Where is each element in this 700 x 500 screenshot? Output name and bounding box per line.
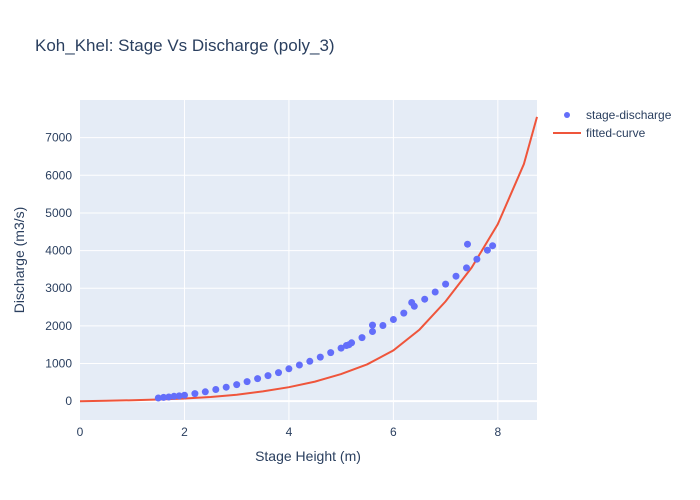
x-tick-label: 6 (390, 425, 397, 439)
data-point (464, 240, 471, 248)
data-point (327, 349, 335, 357)
plot-background (80, 100, 537, 420)
stage-discharge-points (154, 240, 497, 402)
data-point (254, 375, 262, 383)
data-point (175, 392, 183, 400)
data-point (295, 361, 303, 369)
data-point (483, 246, 491, 254)
data-point (165, 393, 173, 401)
data-point (337, 344, 345, 352)
data-point (233, 381, 241, 389)
x-axis-ticks: 0 2 4 6 8 (77, 425, 502, 439)
data-point (170, 392, 178, 400)
data-point (181, 391, 188, 399)
data-point (306, 357, 314, 365)
data-point (379, 322, 387, 329)
data-point (191, 390, 199, 398)
legend-label-fitted-curve: fitted-curve (586, 126, 646, 140)
y-axis-ticks: 0 1000 2000 3000 4000 5000 6000 7000 (45, 131, 72, 409)
data-point (345, 341, 353, 349)
y-tick-label: 4000 (45, 244, 72, 258)
data-point (369, 321, 376, 329)
data-point (154, 394, 162, 402)
data-point (285, 365, 293, 373)
data-point (222, 383, 230, 391)
data-point (452, 272, 460, 280)
legend-item-fitted-curve[interactable]: fitted-curve (553, 126, 646, 140)
y-tick-label: 1000 (45, 357, 72, 371)
x-tick-label: 4 (286, 425, 293, 439)
data-point (389, 316, 397, 323)
data-point (243, 378, 251, 386)
data-point (264, 372, 272, 380)
legend[interactable]: stage-discharge fitted-curve (553, 108, 672, 140)
data-point (463, 264, 470, 272)
x-tick-label: 2 (181, 425, 188, 439)
data-point (369, 328, 376, 335)
y-tick-label: 6000 (45, 168, 72, 182)
legend-marker-icon (564, 112, 570, 118)
data-point (400, 309, 408, 317)
data-point (431, 288, 439, 296)
data-point (316, 353, 324, 361)
data-point (442, 280, 450, 288)
y-tick-label: 0 (65, 394, 72, 408)
data-point (160, 393, 168, 401)
data-point (408, 299, 416, 306)
data-point (489, 242, 497, 250)
y-tick-label: 7000 (45, 131, 72, 145)
x-tick-label: 0 (77, 425, 84, 439)
y-tick-label: 3000 (45, 281, 72, 295)
x-axis-title: Stage Height (m) (255, 448, 361, 464)
y-tick-label: 2000 (45, 319, 72, 333)
data-point (358, 334, 366, 342)
y-axis-title: Discharge (m3/s) (11, 207, 27, 314)
data-point (421, 295, 429, 303)
data-point (201, 388, 209, 396)
legend-item-stage-discharge[interactable]: stage-discharge (564, 108, 672, 122)
data-point (473, 255, 481, 263)
y-tick-label: 5000 (45, 206, 72, 220)
x-tick-label: 8 (494, 425, 501, 439)
chart-title: Koh_Khel: Stage Vs Discharge (poly_3) (35, 36, 335, 55)
data-point (212, 386, 220, 393)
data-point (275, 369, 282, 377)
legend-label-stage-discharge: stage-discharge (586, 108, 672, 122)
